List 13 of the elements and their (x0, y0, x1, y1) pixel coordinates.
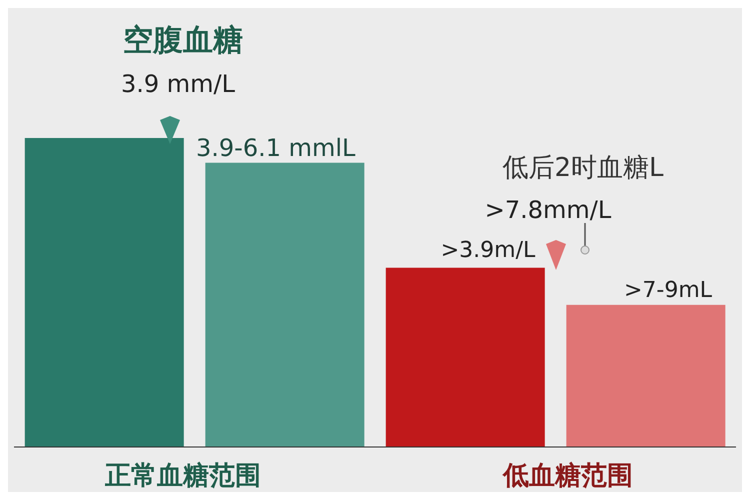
annotation: >3.9m/L (440, 238, 536, 263)
bar (24, 138, 184, 447)
annotation: 低后2时血糖L (502, 152, 664, 185)
text: 正常血糖范围 (105, 460, 261, 493)
bar (566, 304, 726, 447)
annotation: >7-9mL (624, 278, 712, 303)
annotation: >7.8mm/L (484, 196, 612, 224)
bar (205, 162, 364, 447)
text: 空腹血糖 (123, 22, 243, 60)
annotation: 3.9-6.1 mmlL (196, 134, 356, 162)
text: 低血糖范围 (503, 460, 633, 493)
bar (386, 268, 545, 447)
text: 3.9 mm/L (120, 70, 236, 98)
